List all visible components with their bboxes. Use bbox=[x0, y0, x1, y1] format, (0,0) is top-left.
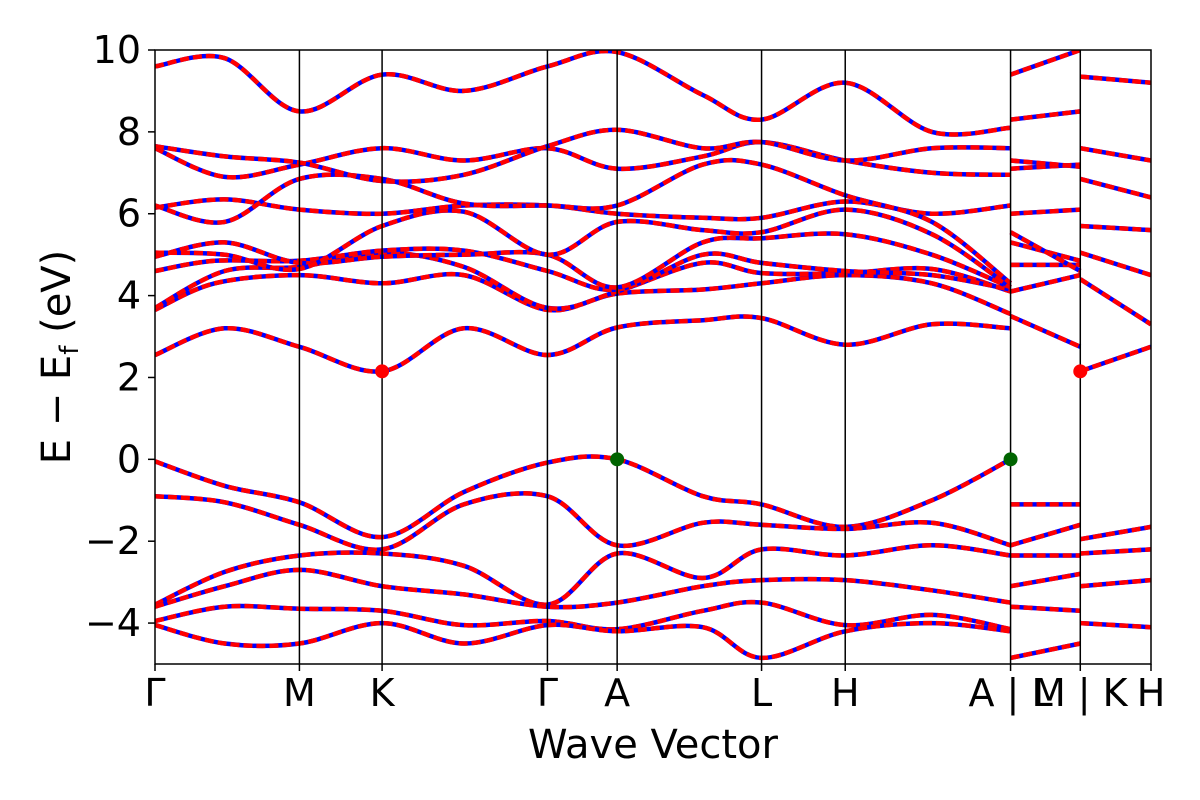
band-line-dashed-mid-24 bbox=[1010, 272, 1081, 294]
band-line-dashed-right-43 bbox=[1080, 74, 1151, 85]
kpoint-divider-layer bbox=[298, 50, 1082, 664]
x-tick-label: M bbox=[283, 671, 316, 715]
y-tick-label: −4 bbox=[85, 601, 141, 645]
band-line-dashed-mid-26 bbox=[1010, 240, 1081, 263]
band-line-dashed-mid-21 bbox=[1009, 522, 1081, 548]
y-tick-label: −2 bbox=[85, 519, 141, 563]
band-line-dashed-mid-31 bbox=[1010, 109, 1081, 122]
y-tick-label: 6 bbox=[117, 192, 141, 236]
y-axis-label-subscript: f bbox=[55, 345, 85, 355]
x-tick-label: Γ bbox=[537, 671, 558, 715]
y-axis-ticks: −4 −2 0 2 4 6 8 10 bbox=[85, 28, 155, 645]
band-line-dashed-mid-32 bbox=[1009, 50, 1082, 77]
band-line-dashed-mid-18 bbox=[1010, 604, 1081, 614]
band-line-dashed-mid-28 bbox=[1010, 207, 1081, 216]
band-line-dashed-main-13 bbox=[155, 543, 1011, 607]
band-line-dashed-right-39 bbox=[1079, 250, 1151, 278]
band-line-dashed-mid-17 bbox=[1010, 641, 1081, 661]
x-tick-label: L bbox=[751, 671, 772, 715]
band-line-dashed-right-40 bbox=[1080, 223, 1151, 233]
x-axis-label: Wave Vector bbox=[528, 722, 779, 768]
y-axis-label-prefix: E − E bbox=[34, 355, 80, 465]
band-line-dashed-main-7 bbox=[155, 157, 1012, 286]
x-tick-label: A | L bbox=[968, 671, 1052, 716]
band-line-dashed-right-38 bbox=[1079, 277, 1151, 327]
cbm-marker-0 bbox=[375, 364, 390, 379]
vbm-marker-1 bbox=[1003, 452, 1018, 467]
y-tick-label: 2 bbox=[117, 355, 141, 399]
cbm-marker-1 bbox=[1073, 364, 1088, 379]
y-axis-label: E − Ef (eV) bbox=[34, 250, 85, 465]
band-line-dashed-main-1 bbox=[155, 272, 1012, 317]
band-line-dashed-mid-19 bbox=[1010, 571, 1081, 589]
band-line-dashed-right-41 bbox=[1079, 176, 1151, 200]
band-line-dashed-right-42 bbox=[1079, 145, 1151, 163]
band-line-dashed-main-0 bbox=[155, 314, 1011, 374]
plot-frame bbox=[154, 49, 1152, 665]
y-tick-label: 10 bbox=[93, 28, 141, 72]
band-line-dashed-right-34 bbox=[1080, 577, 1151, 589]
band-line-dashed-right-35 bbox=[1080, 547, 1151, 556]
y-tick-label: 8 bbox=[117, 110, 141, 154]
y-tick-label: 0 bbox=[117, 437, 141, 481]
x-tick-label: H bbox=[1137, 671, 1166, 715]
band-line-dashed-mid-30 bbox=[1010, 158, 1081, 169]
band-line-dashed-main-10 bbox=[155, 50, 1011, 137]
marker-layer bbox=[375, 364, 1088, 467]
x-tick-label: M | K bbox=[1033, 671, 1129, 716]
x-tick-label: A bbox=[604, 671, 630, 715]
x-tick-label: Γ bbox=[144, 671, 165, 715]
band-line-dashed-right-36 bbox=[1079, 524, 1151, 542]
y-tick-label: 4 bbox=[117, 274, 141, 318]
y-axis-label-suffix: (eV) bbox=[34, 250, 80, 346]
x-tick-label: H bbox=[831, 671, 860, 715]
band-line-dashed-right-33 bbox=[1080, 620, 1151, 630]
band-line-dashed-mid-27 bbox=[1009, 230, 1082, 273]
x-tick-label: K bbox=[370, 671, 396, 715]
band-line-dashed-mid-23 bbox=[1009, 314, 1082, 349]
vbm-marker-0 bbox=[610, 452, 625, 467]
